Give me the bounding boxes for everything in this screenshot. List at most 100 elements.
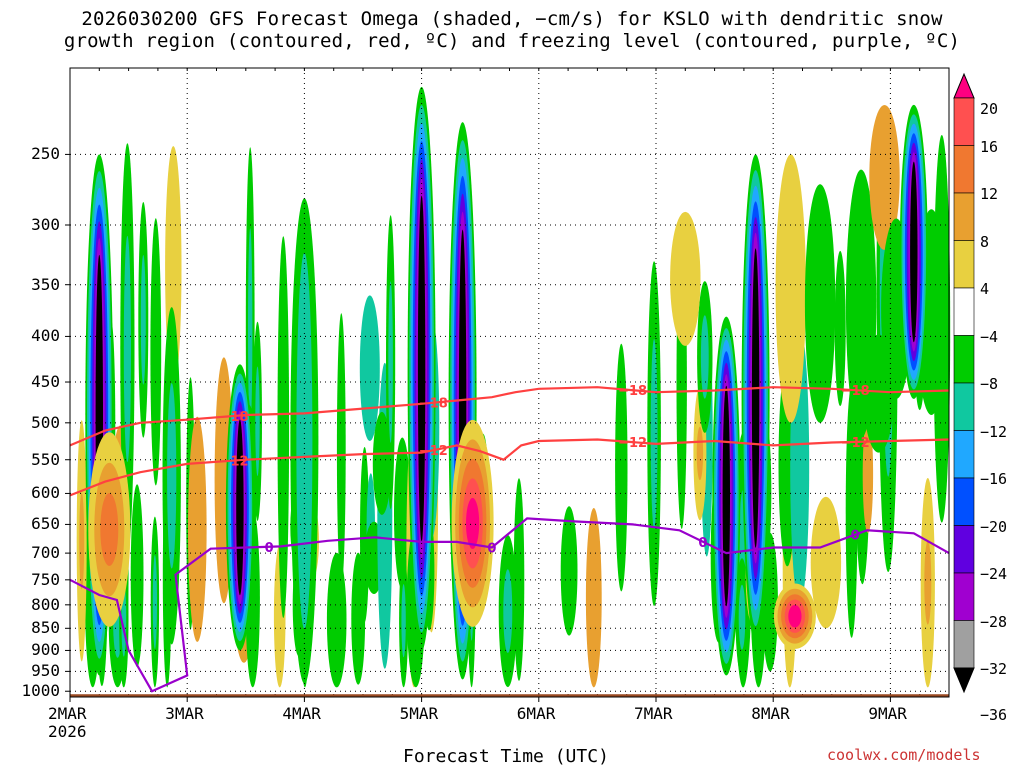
x-tick-label: 6MAR (516, 704, 556, 723)
y-tick-label: 350 (31, 274, 60, 294)
omega-cell (700, 315, 709, 399)
contours: −18 −18 −18 −18 −12 −12 −12 −12 0 0 0 0 (69, 384, 950, 693)
x-tick-label: 3MAR (165, 704, 204, 723)
colorbar-swatch (953, 97, 975, 146)
y-tick-label: 500 (31, 412, 60, 432)
x-tick-label: 7MAR (634, 704, 673, 723)
omega-feature-up (236, 419, 244, 596)
x-tick-label: 9MAR (868, 704, 907, 723)
y-tick-label: 450 (31, 372, 60, 392)
colorbar-swatch (953, 192, 975, 241)
omega-feature-up (751, 248, 760, 548)
colorbar-swatch (953, 525, 975, 574)
y-tick-label: 850 (31, 618, 60, 638)
contour-label: −12 (841, 436, 870, 451)
contour-label: 0 (265, 541, 274, 556)
omega-cell (834, 250, 846, 407)
omega-feature-down (466, 497, 480, 549)
colorbar-swatch (953, 477, 975, 526)
omega-cell (140, 254, 146, 385)
colorbar-arrow-bottom (953, 667, 975, 694)
omega-cell (388, 281, 393, 443)
y-tick-label: 400 (31, 326, 60, 346)
credit-link[interactable]: coolwx.com/models (827, 746, 981, 764)
x-tick-label: 4MAR (282, 704, 321, 723)
colorbar-tick-label: −20 (980, 517, 1008, 536)
omega-cell (188, 416, 207, 642)
omega-cell (670, 211, 701, 346)
y-tick-label: 700 (31, 543, 60, 563)
colorbar-tick-label: −28 (980, 612, 1008, 631)
y-tick-label: 600 (31, 483, 60, 503)
omega-cell (372, 411, 391, 515)
contour-line (69, 517, 950, 693)
colorbar-swatch (953, 335, 975, 384)
y-tick-label: 250 (31, 144, 60, 164)
omega-cell (123, 235, 131, 463)
x-tick-label: 8MAR (751, 704, 790, 723)
colorbar-tick-label: −4 (980, 327, 999, 346)
omega-feature-up (296, 252, 313, 629)
x-year-label: 2026 (48, 722, 87, 741)
colorbar-tick-label: −36 (980, 705, 1008, 724)
x-tick-label: 2MAR (48, 704, 87, 723)
omega-cell (615, 343, 628, 592)
contour-label: −18 (419, 397, 448, 412)
omega-cell (804, 184, 836, 423)
omega-cell (150, 218, 162, 486)
omega-cell (167, 383, 177, 569)
omega-cell (738, 584, 746, 650)
omega-cell (152, 555, 157, 649)
chart-title-line2: growth region (contoured, red, ºC) and f… (63, 30, 961, 52)
contour-label: −18 (841, 384, 870, 399)
colorbar-swatch (953, 620, 975, 669)
omega-cell (130, 484, 144, 667)
colorbar-tick-label: 8 (980, 232, 990, 251)
omega-cell (79, 492, 85, 590)
ground-surface (70, 694, 949, 697)
omega-cell (351, 552, 366, 685)
omega-feature-down (100, 493, 119, 566)
contour-line (69, 438, 950, 497)
colorbar-tick-label: 16 (980, 137, 999, 156)
colorbar-swatch (953, 430, 975, 479)
omega-cell (503, 569, 513, 653)
contour-label: 0 (698, 536, 707, 551)
omega-feature-down (788, 604, 802, 628)
y-tick-label: 650 (31, 514, 60, 534)
x-axis-title: Forecast Time (UTC) (403, 746, 609, 767)
colorbar-tick-label: −32 (980, 660, 1008, 678)
omega-shading (76, 86, 951, 688)
contour-label: 0 (487, 542, 496, 557)
colorbar-swatch (953, 145, 975, 194)
omega-cell (862, 416, 874, 533)
omega-cell (845, 386, 858, 638)
omega-cell (869, 105, 900, 250)
omega-cell (336, 313, 346, 586)
y-tick-label: 900 (31, 640, 60, 660)
contour-label: 0 (851, 529, 860, 544)
contour-label: −18 (618, 384, 647, 399)
x-tick-label: 5MAR (399, 704, 439, 723)
colorbar-tick-label: −24 (980, 565, 1008, 583)
colorbar (953, 72, 975, 694)
omega-cell (255, 366, 260, 477)
y-tick-label: 550 (31, 449, 60, 469)
chart-title-line1: 2026030200 GFS Forecast Omega (shaded, −… (81, 8, 943, 30)
omega-cell (810, 496, 842, 629)
omega-cell (359, 295, 380, 442)
omega-feature-up (910, 161, 918, 343)
omega-cell (560, 506, 578, 636)
contour-label: −12 (419, 444, 448, 459)
contour-label: −18 (220, 410, 249, 425)
colorbar-tick-label: −12 (980, 422, 1008, 441)
y-tick-label: 950 (31, 661, 60, 681)
omega-cell (924, 540, 932, 625)
y-tick-label: 800 (31, 594, 60, 614)
omega-cell (762, 532, 778, 672)
colorbar-tick-label: −8 (980, 375, 999, 393)
y-tick-label: 300 (31, 215, 60, 234)
colorbar-tick-label: 4 (980, 280, 990, 298)
omega-cell (650, 338, 658, 529)
plot-frame (69, 67, 950, 698)
